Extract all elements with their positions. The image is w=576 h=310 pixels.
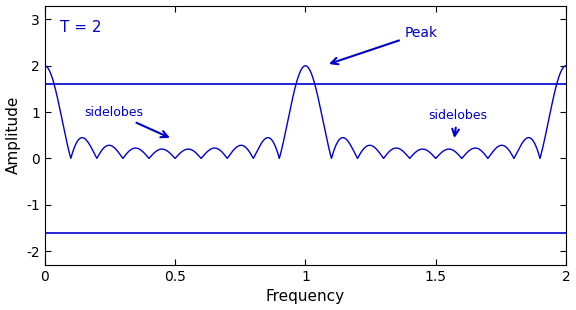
X-axis label: Frequency: Frequency [266, 290, 345, 304]
Text: T = 2: T = 2 [60, 20, 102, 35]
Text: sidelobes: sidelobes [428, 109, 487, 136]
Text: Peak: Peak [331, 26, 438, 64]
Y-axis label: Amplitude: Amplitude [6, 96, 21, 175]
Text: sidelobes: sidelobes [84, 106, 168, 137]
